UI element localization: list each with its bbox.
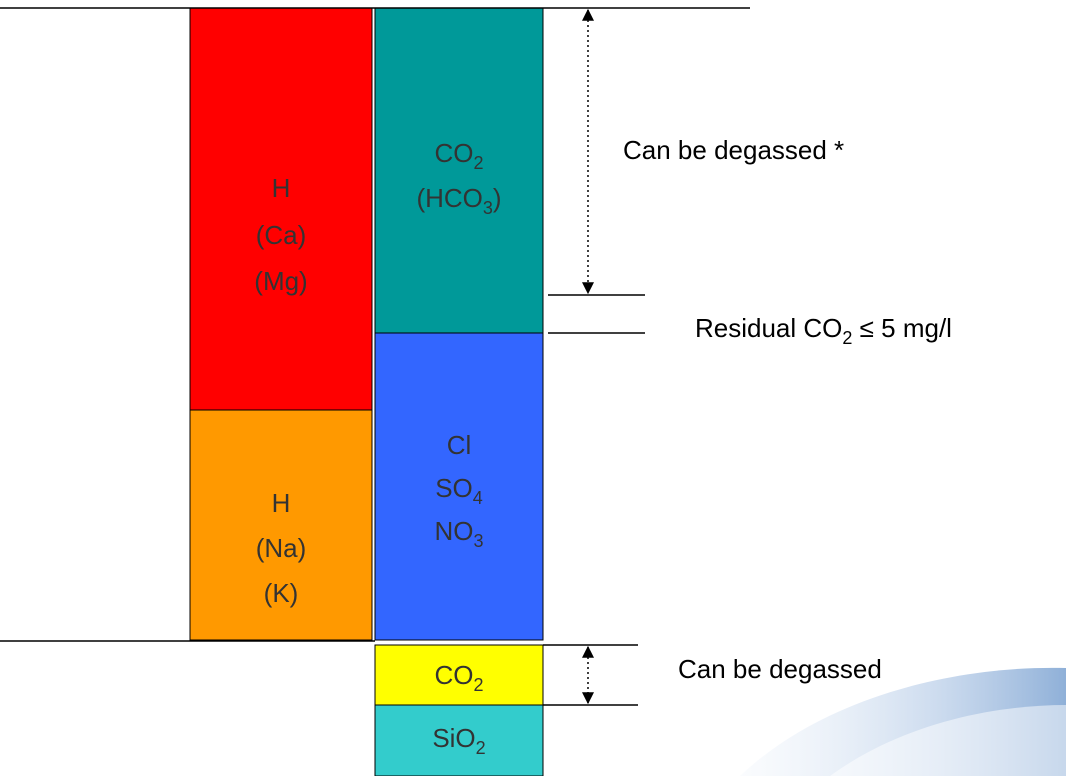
label-main: SiO	[432, 723, 475, 753]
block	[374, 7, 544, 334]
label-sub: 3	[483, 198, 493, 218]
label-main: H	[272, 173, 291, 203]
label-main: Can be degassed *	[623, 135, 844, 165]
label: H	[272, 173, 291, 203]
label-main: NO	[434, 516, 473, 546]
label: (K)	[264, 578, 299, 608]
label-sub: 4	[473, 488, 483, 508]
label: (Ca)	[256, 220, 307, 250]
block	[189, 7, 373, 411]
label-main: (Ca)	[256, 220, 307, 250]
label-main: (Mg)	[254, 266, 307, 296]
label: Can be degassed *	[623, 135, 844, 165]
label: SO4	[435, 473, 483, 508]
label-main: Cl	[447, 430, 472, 460]
swoosh-highlight	[830, 705, 1066, 776]
label: NO3	[434, 516, 483, 551]
label-sub: 2	[473, 153, 483, 173]
annotations: Can be degassed * Residual CO2 ≤ 5 mg/l Ca…	[623, 135, 952, 684]
blocks: H(Ca)(Mg)H(Na)(K)CO2(HCO3)ClSO4NO3CO2SiO…	[189, 7, 544, 776]
label: Can be degassed	[678, 654, 882, 684]
label-tail: )	[493, 183, 502, 213]
label-main: Can be degassed	[678, 654, 882, 684]
label: (HCO3)	[416, 183, 501, 218]
label: (Na)	[256, 533, 307, 563]
label-main: H	[272, 488, 291, 518]
label: (Mg)	[254, 266, 307, 296]
label-main: CO	[434, 660, 473, 690]
block	[374, 644, 544, 706]
label-main: CO	[434, 138, 473, 168]
label: Cl	[447, 430, 472, 460]
label-sub: 2	[842, 328, 852, 348]
label: H	[272, 488, 291, 518]
label-main: (Na)	[256, 533, 307, 563]
label: CO2	[434, 660, 483, 695]
label: Residual CO2 ≤ 5 mg/l	[695, 313, 952, 348]
label-sub: 2	[473, 675, 483, 695]
label-sub: 3	[473, 531, 483, 551]
label-sub: 2	[476, 738, 486, 758]
label-main: (K)	[264, 578, 299, 608]
block	[374, 704, 544, 776]
label: CO2	[434, 138, 483, 173]
label-main: Residual CO	[695, 313, 842, 343]
label-main: (HCO	[416, 183, 482, 213]
block	[189, 409, 373, 641]
block	[374, 332, 544, 641]
label-main: SO	[435, 473, 473, 503]
label: SiO2	[432, 723, 485, 758]
label-tail: ≤ 5 mg/l	[852, 313, 952, 343]
